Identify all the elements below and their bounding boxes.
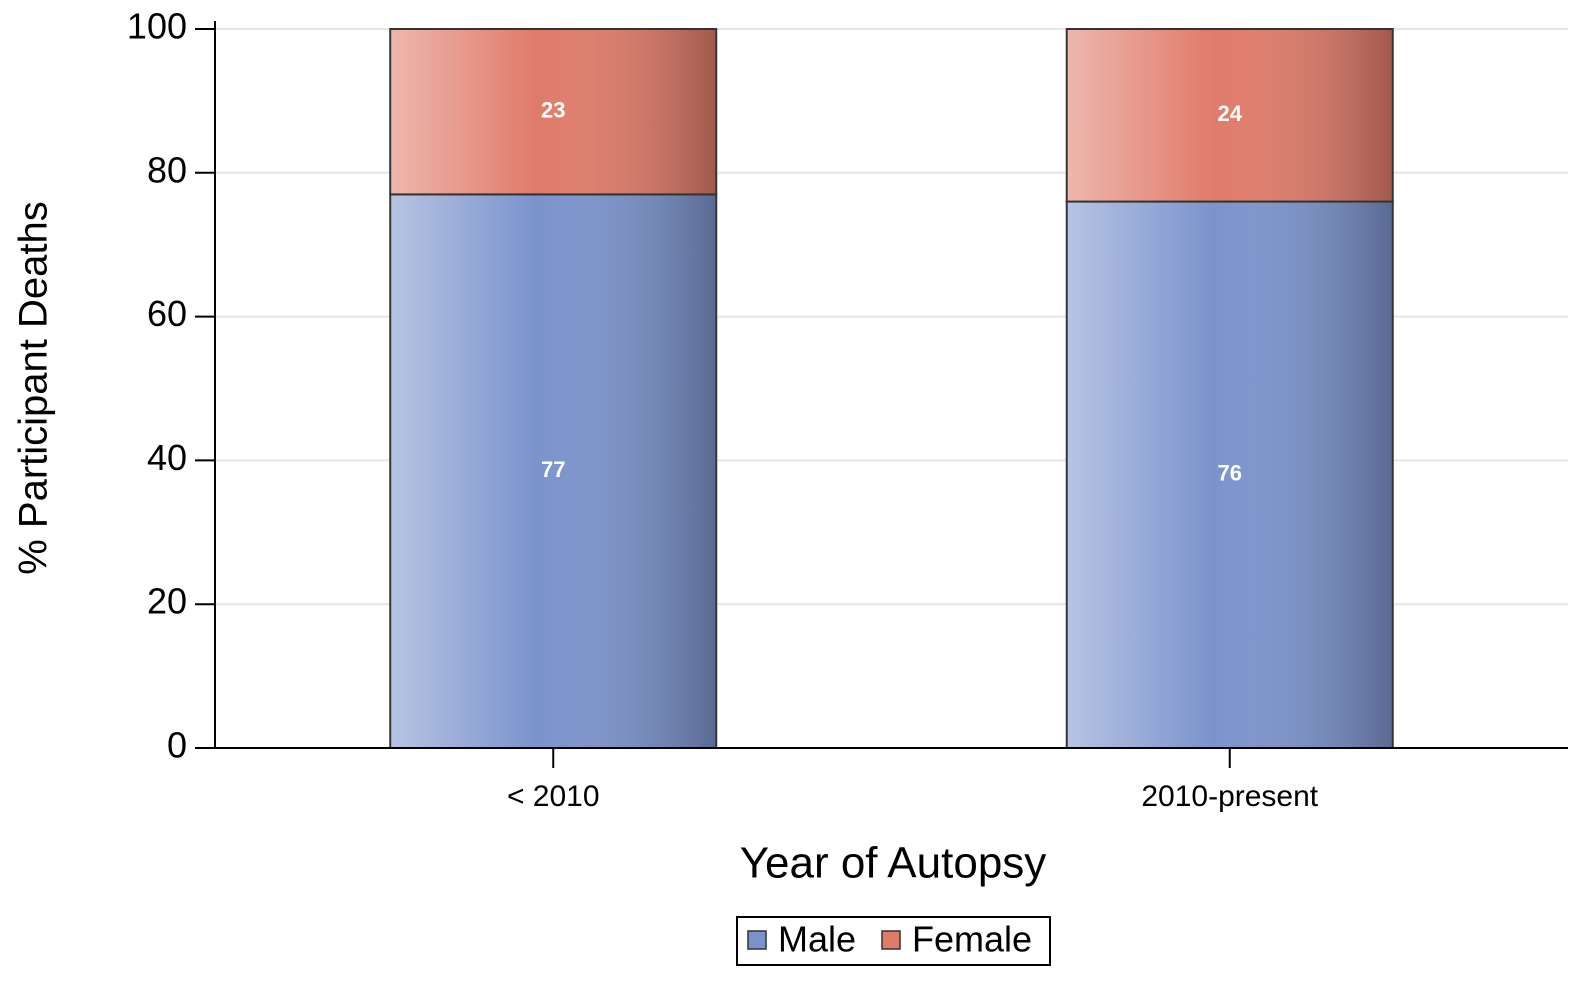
y-axis-title: % Participant Deaths bbox=[12, 201, 56, 575]
x-tick-label: < 2010 bbox=[507, 780, 600, 813]
legend-swatch bbox=[747, 930, 767, 950]
bar-shade bbox=[391, 30, 716, 194]
y-tick-label: 80 bbox=[147, 149, 187, 190]
legend-label: Male bbox=[778, 919, 856, 960]
y-tick-label: 60 bbox=[147, 293, 187, 334]
y-tick-label: 20 bbox=[147, 581, 187, 622]
bar-shade bbox=[391, 195, 716, 747]
data-label: 77 bbox=[541, 457, 565, 482]
legend-frame bbox=[736, 916, 1051, 966]
x-axis-title: Year of Autopsy bbox=[740, 839, 1047, 888]
bar-shade bbox=[1067, 202, 1392, 747]
y-tick-label: 100 bbox=[127, 6, 187, 47]
data-label: 76 bbox=[1218, 461, 1242, 486]
legend-label: Female bbox=[912, 919, 1032, 960]
bar-shade bbox=[1067, 30, 1392, 201]
data-label: 23 bbox=[541, 97, 565, 122]
legend-swatch bbox=[881, 930, 901, 950]
x-tick-label: 2010-present bbox=[1141, 780, 1318, 813]
y-tick-label: 0 bbox=[167, 725, 187, 766]
y-tick-label: 40 bbox=[147, 437, 187, 478]
data-label: 24 bbox=[1218, 101, 1243, 126]
